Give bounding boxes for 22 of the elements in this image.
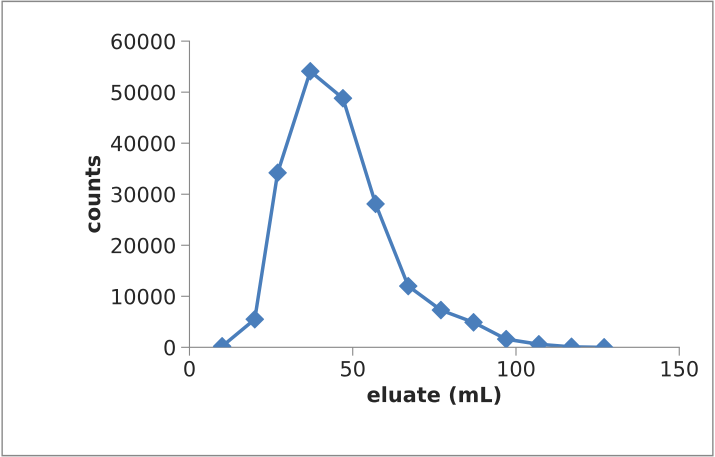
y-tick-label: 30000 <box>112 186 175 202</box>
y-tick-label: 60000 <box>111 34 175 50</box>
y-tick-label: 50000 <box>112 84 175 100</box>
point <box>334 89 352 108</box>
x-tick-label: 50 <box>341 360 365 377</box>
point <box>268 164 287 182</box>
point <box>366 194 385 214</box>
point <box>432 300 450 320</box>
y-axis-title: counts <box>85 156 100 233</box>
x-axis-title: eluate (mL) <box>367 386 500 405</box>
y-tick-label: 20000 <box>112 238 175 254</box>
point <box>398 276 418 296</box>
point <box>496 330 516 348</box>
x-tick-label: 100 <box>498 360 534 377</box>
point <box>464 313 483 332</box>
point <box>245 310 264 329</box>
y-tick-label: 10000 <box>112 288 175 304</box>
x-tick-label: 150 <box>662 360 698 377</box>
point <box>301 62 320 81</box>
y-tick-label: 0 <box>164 340 175 356</box>
y-tick-label: 40000 <box>111 136 175 152</box>
x-tick-label: 0 <box>184 360 195 377</box>
